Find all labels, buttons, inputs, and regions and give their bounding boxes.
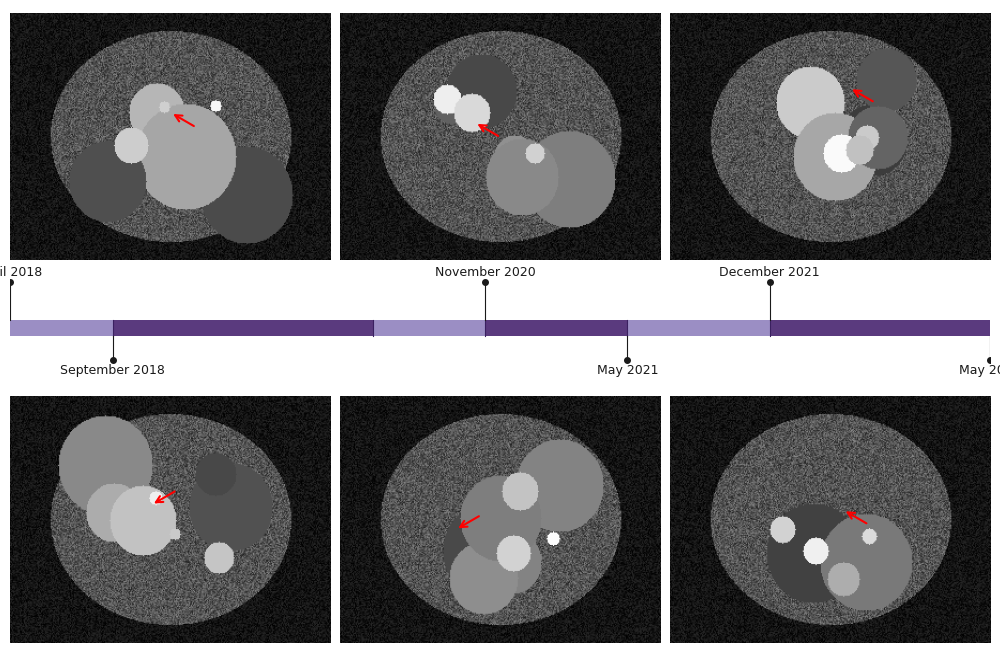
Text: April 2018: April 2018 (0, 266, 42, 279)
Text: September 2018: September 2018 (60, 364, 165, 377)
Bar (373, 320, 485, 336)
Bar (10, 320, 113, 336)
Text: May 2022: May 2022 (959, 364, 1000, 377)
Bar (113, 320, 373, 336)
Bar (627, 320, 770, 336)
Text: November 2020: November 2020 (435, 266, 536, 279)
Bar (485, 320, 627, 336)
Text: May 2021: May 2021 (597, 364, 658, 377)
Text: December 2021: December 2021 (719, 266, 820, 279)
Bar (770, 320, 990, 336)
